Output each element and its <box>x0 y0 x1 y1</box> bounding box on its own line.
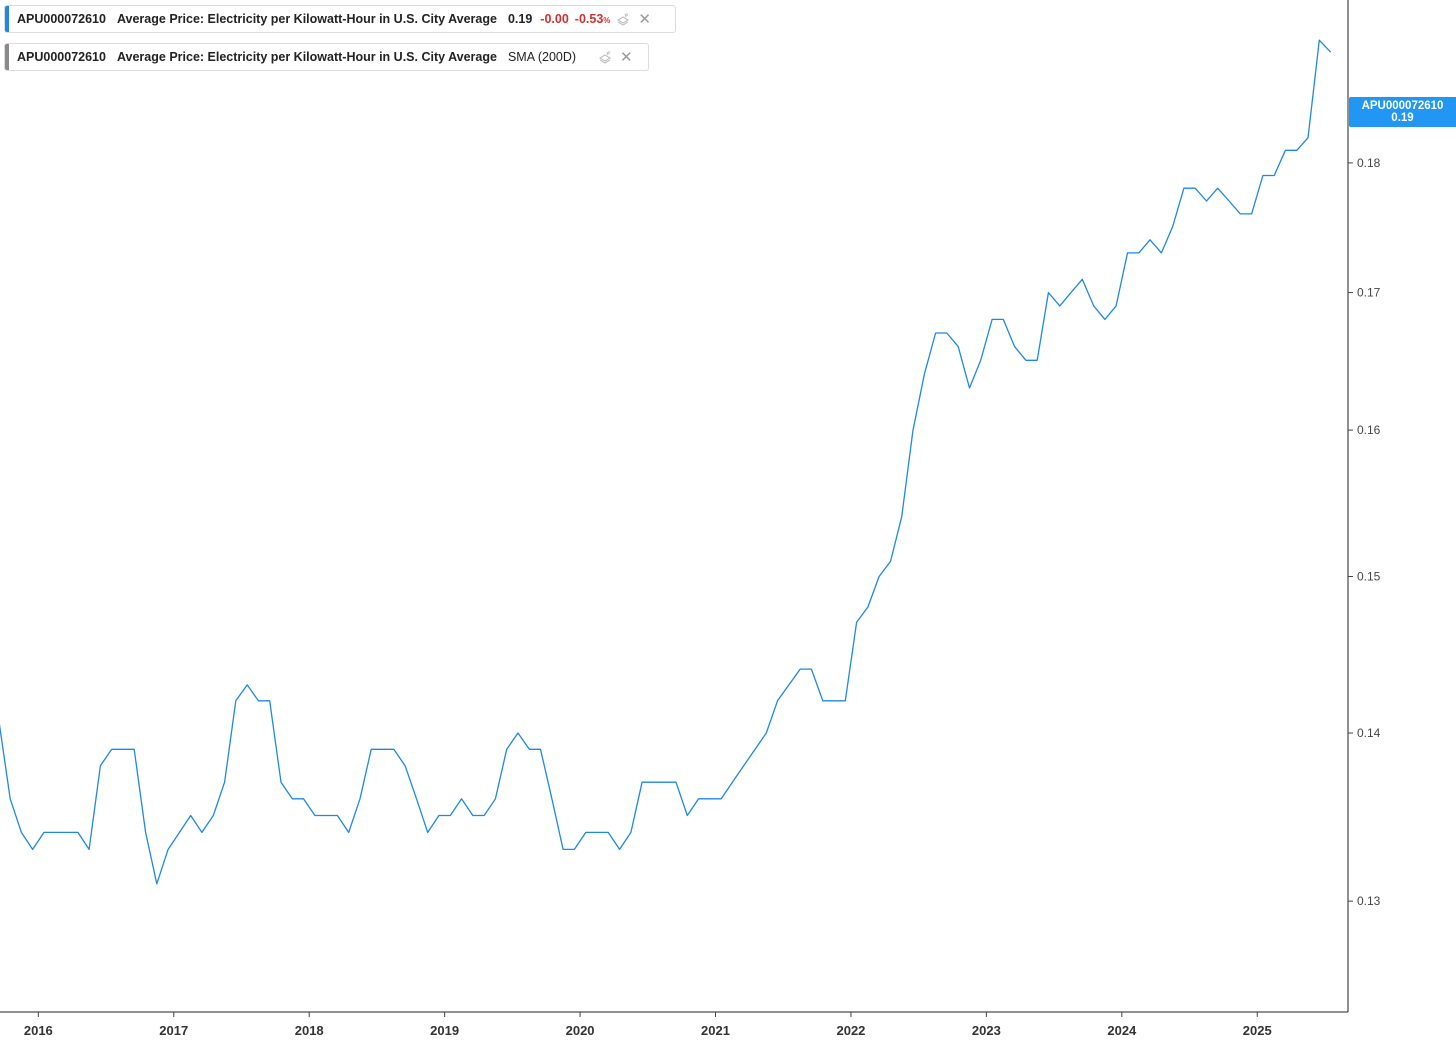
tick-labels: 0.13 0.14 0.15 0.16 0.17 0.18 2016 2017 2018 2019… <box>24 156 1381 1038</box>
y-tick-label: 0.16 <box>1357 423 1381 437</box>
price-tag-symbol: APU000072610 <box>1361 100 1444 112</box>
legend-last-value: 0.19 <box>507 12 533 26</box>
price-tag-value: 0.19 <box>1391 112 1414 124</box>
legend-color-bar <box>5 6 9 32</box>
axes <box>0 0 1349 1013</box>
last-price-tag: APU000072610 0.19 <box>1349 97 1456 127</box>
y-tick-label: 0.18 <box>1357 156 1381 170</box>
x-tick-label: 2017 <box>159 1023 188 1038</box>
x-tick-label: 2024 <box>1107 1023 1137 1038</box>
legend-change-percent-value: -0.53 <box>574 12 604 26</box>
legend-symbol: APU000072610 <box>17 50 106 64</box>
settings-stack-icon[interactable] <box>616 12 630 26</box>
x-tick-label: 2020 <box>566 1023 595 1038</box>
legend-symbol: APU000072610 <box>17 12 106 26</box>
x-tick-label: 2022 <box>836 1023 865 1038</box>
x-tick-label: 2019 <box>430 1023 459 1038</box>
legend-change-percent: -0.53% <box>575 12 611 26</box>
y-tick-label: 0.13 <box>1357 894 1381 908</box>
x-tick-label: 2021 <box>701 1023 730 1038</box>
y-tick-label: 0.15 <box>1357 570 1381 584</box>
close-icon[interactable]: ✕ <box>620 49 633 66</box>
y-tick-label: 0.17 <box>1357 286 1381 300</box>
legend-series-sma[interactable]: APU000072610 Average Price: Electricity … <box>4 43 649 71</box>
series-layer <box>0 39 1332 885</box>
legend-series-name: Average Price: Electricity per Kilowatt-… <box>116 50 497 64</box>
x-tick-label: 2016 <box>24 1023 53 1038</box>
legend-color-bar <box>5 44 9 70</box>
x-tick-label: 2018 <box>295 1023 324 1038</box>
x-tick-label: 2025 <box>1243 1023 1272 1038</box>
legend-indicator: SMA (200D) <box>507 50 577 64</box>
legend-series-main[interactable]: APU000072610 Average Price: Electricity … <box>4 5 676 33</box>
settings-stack-icon[interactable] <box>598 50 612 64</box>
y-tick-label: 0.14 <box>1357 726 1381 740</box>
legend-change: -0.00 <box>540 12 569 26</box>
legend-percent-sign: % <box>603 16 611 25</box>
close-icon[interactable]: ✕ <box>638 11 651 28</box>
x-tick-label: 2023 <box>972 1023 1001 1038</box>
legend-series-name: Average Price: Electricity per Kilowatt-… <box>116 12 497 26</box>
series-line <box>0 39 1332 885</box>
